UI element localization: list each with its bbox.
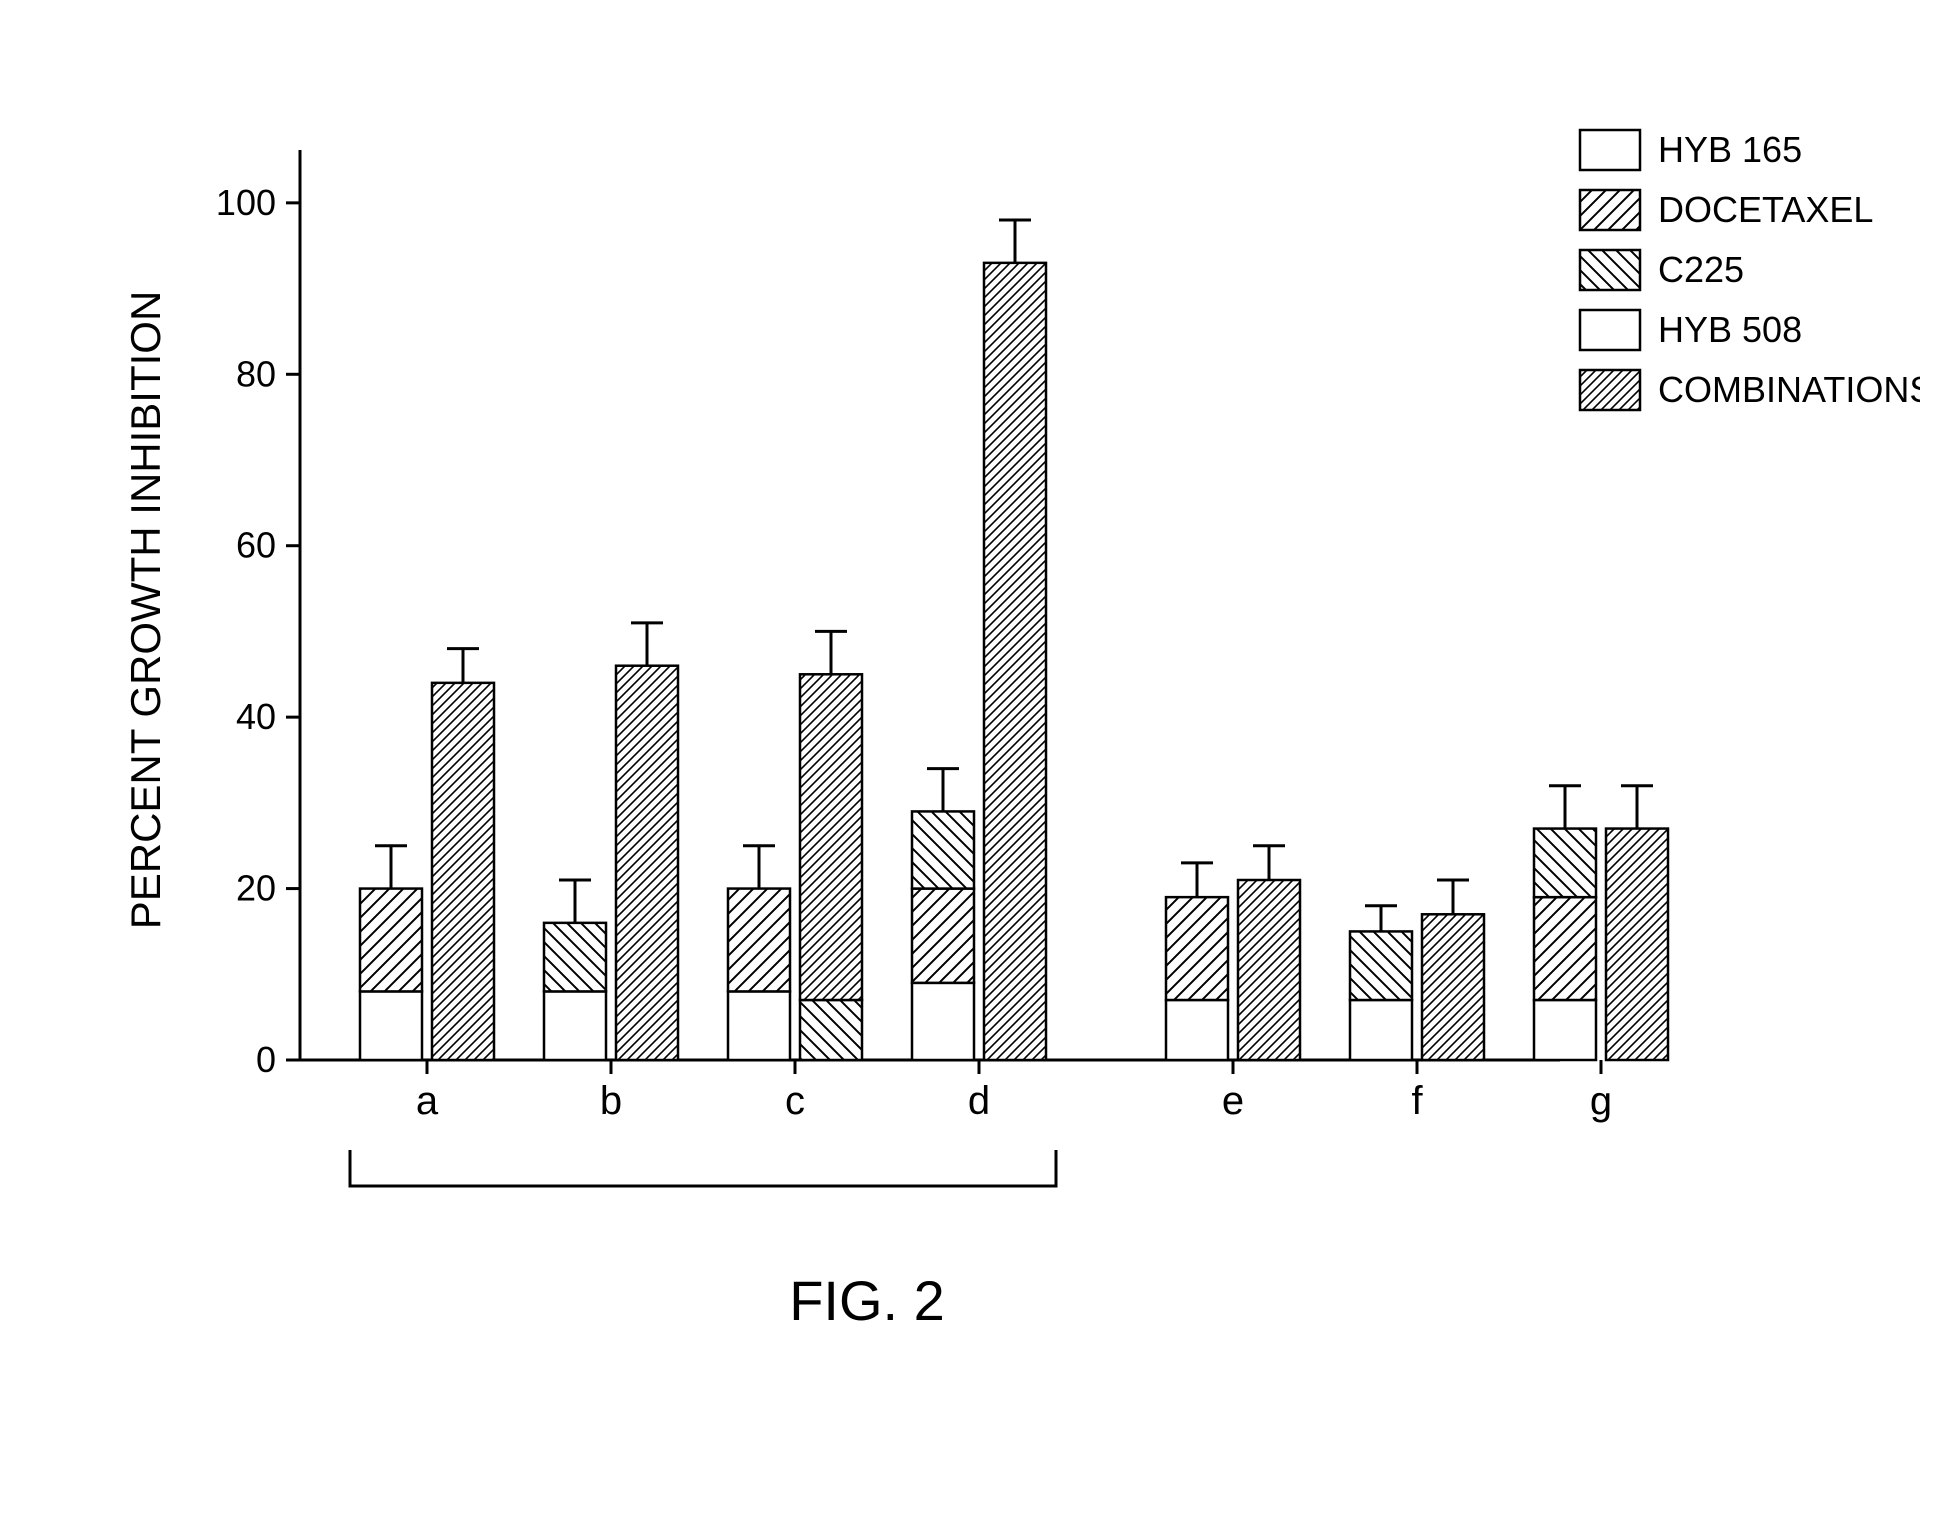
bar-segment-hyb508 — [1166, 1000, 1228, 1060]
chart-svg: 0 20 40 60 80 100 PERCENT GROWTH INHIBITION a b c… — [40, 40, 1920, 1482]
y-tick-label: 0 — [256, 1039, 276, 1080]
bar-segment-c225 — [800, 1000, 862, 1060]
bar-segment-hyb165 — [728, 991, 790, 1060]
bar-segment-combinations — [1238, 880, 1300, 1060]
bar-segment-combinations — [1606, 829, 1668, 1060]
legend-swatch — [1580, 130, 1640, 170]
legend-label: DOCETAXEL — [1658, 189, 1873, 230]
bar-segment-docetaxel — [912, 889, 974, 983]
legend-label: HYB 165 — [1658, 129, 1802, 170]
y-tick-label: 20 — [236, 868, 276, 909]
y-tick-label: 80 — [236, 353, 276, 394]
y-tick-label: 40 — [236, 696, 276, 737]
x-category-label: b — [600, 1079, 622, 1123]
bar-segment-docetaxel — [1166, 897, 1228, 1000]
group-bracket — [350, 1150, 1056, 1186]
bar-segment-hyb165 — [360, 991, 422, 1060]
legend-swatch — [1580, 190, 1640, 230]
legend-swatch — [1580, 370, 1640, 410]
legend-label: HYB 508 — [1658, 309, 1802, 350]
bar-segment-c225 — [1534, 829, 1596, 898]
bar-segment-docetaxel — [728, 889, 790, 992]
bar-segment-docetaxel — [360, 889, 422, 992]
bar-segment-combinations — [1422, 914, 1484, 1060]
x-category-label: g — [1590, 1079, 1612, 1123]
bar-segment-hyb165 — [912, 983, 974, 1060]
bar-segment-c225 — [544, 923, 606, 992]
legend-label: C225 — [1658, 249, 1744, 290]
bar-segment-hyb508 — [1534, 1000, 1596, 1060]
x-category-label: f — [1411, 1079, 1423, 1123]
bar-segment-c225 — [1350, 931, 1412, 1000]
x-category-label: e — [1222, 1079, 1244, 1123]
figure-caption: FIG. 2 — [789, 1269, 945, 1332]
bar-segment-combinations — [432, 683, 494, 1060]
bar-segment-combinations — [984, 263, 1046, 1060]
bar-segment-c225 — [912, 811, 974, 888]
legend-swatch — [1580, 250, 1640, 290]
bar-segment-combinations — [616, 666, 678, 1060]
x-category-label: c — [785, 1079, 805, 1123]
y-tick-label: 100 — [216, 182, 276, 223]
x-category-label: a — [416, 1079, 439, 1123]
bar-segment-hyb165 — [544, 991, 606, 1060]
y-axis-title: PERCENT GROWTH INHIBITION — [122, 291, 169, 930]
chart-figure: 0 20 40 60 80 100 PERCENT GROWTH INHIBITION a b c… — [40, 40, 1920, 1482]
y-tick-label: 60 — [236, 525, 276, 566]
bar-segment-combinations — [800, 674, 862, 1000]
legend-swatch — [1580, 310, 1640, 350]
legend-label: COMBINATIONS — [1658, 369, 1920, 410]
x-category-label: d — [968, 1079, 990, 1123]
bar-segment-hyb508 — [1350, 1000, 1412, 1060]
bar-segment-docetaxel — [1534, 897, 1596, 1000]
